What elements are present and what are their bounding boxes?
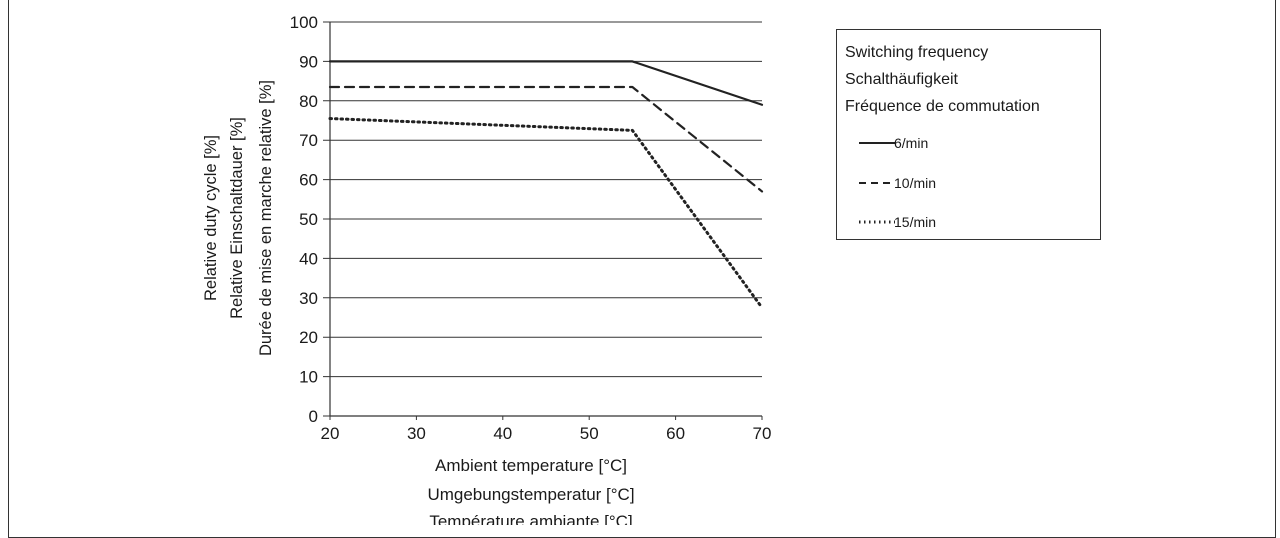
- y-tick-label: 50: [299, 210, 318, 229]
- x-axis-label: Ambient temperature [°C]: [435, 456, 627, 475]
- series-line-6-per-min: [328, 60, 764, 106]
- line-chart: 0 10 20 30 40 50 60 70 80 90 100 20 30 40 50 60 70 Rela…: [202, 13, 772, 525]
- legend-label-10-per-min: 10/min: [894, 175, 937, 191]
- x-tick-labels: 20 30 40 50 60 70: [321, 424, 772, 443]
- x-tick-label: 20: [321, 424, 340, 443]
- y-axis-label: Relative duty cycle [%]: [202, 135, 220, 301]
- y-tick-label: 90: [299, 52, 318, 71]
- x-axis-label: Umgebungstemperatur [°C]: [427, 485, 634, 504]
- legend-swatches: [859, 142, 895, 224]
- series-line-15-per-min: [328, 117, 764, 310]
- x-axis-labels: Ambient temperature [°C] Umgebungstempera…: [427, 456, 634, 525]
- y-axis-label: Durée de mise en marche relative [%]: [257, 80, 275, 356]
- y-tick-label: 10: [299, 368, 318, 387]
- legend-label-6-per-min: 6/min: [894, 135, 929, 151]
- x-tick-label: 30: [407, 424, 426, 443]
- y-tick-labels: 0 10 20 30 40 50 60 70 80 90 100: [290, 13, 318, 426]
- legend-title-de: Schalthäufigkeit: [845, 71, 958, 88]
- legend-title-fr: Fréquence de commutation: [845, 98, 1040, 115]
- y-tick-label: 100: [290, 13, 318, 32]
- legend-title-en: Switching frequency: [845, 44, 989, 61]
- y-axis-labels: Relative duty cycle [%] Relative Einschal…: [202, 80, 275, 356]
- legend-label-15-per-min: 15/min: [894, 214, 937, 230]
- x-tick-label: 60: [666, 424, 685, 443]
- x-axis-label: Température ambiante [°C]: [429, 512, 632, 525]
- series-line-10-per-min: [328, 85, 764, 193]
- y-tick-label: 60: [299, 171, 318, 190]
- y-tick-label: 70: [299, 131, 318, 150]
- y-axis-label: Relative Einschaltdauer [%]: [228, 117, 246, 319]
- y-tick-label: 40: [299, 249, 318, 268]
- y-tick-label: 80: [299, 92, 318, 111]
- x-tick-label: 40: [493, 424, 512, 443]
- y-tick-label: 20: [299, 328, 318, 347]
- legend: Switching frequency Schalthäufigkeit Fré…: [836, 29, 1101, 240]
- x-tick-label: 50: [580, 424, 599, 443]
- series-lines: [328, 60, 764, 310]
- y-tick-label: 0: [309, 407, 318, 426]
- x-tick-label: 70: [753, 424, 772, 443]
- y-tick-label: 30: [299, 289, 318, 308]
